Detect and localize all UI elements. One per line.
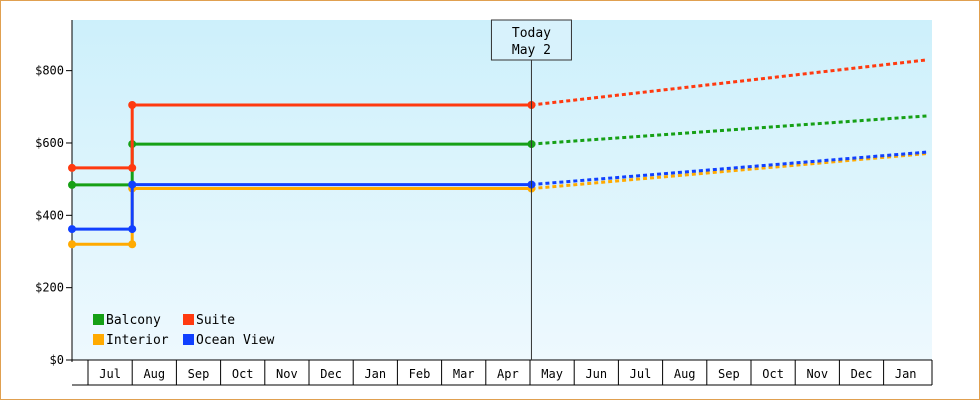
y-tick-label: $200	[35, 281, 64, 295]
series-line-actual	[72, 103, 532, 170]
legend-swatch	[183, 334, 194, 345]
series-suite	[68, 58, 928, 172]
today-box	[490, 19, 572, 61]
x-tick-label: Jul	[99, 367, 121, 381]
series-line-forecast	[531, 58, 928, 107]
series-point	[128, 180, 137, 189]
series-line-forecast	[531, 151, 928, 191]
x-tick-label: Jun	[585, 367, 607, 381]
series-layer	[68, 58, 928, 249]
x-tick-label: Nov	[806, 367, 828, 381]
series-point	[68, 163, 76, 172]
series-point	[68, 180, 76, 189]
x-tick-label: Jan	[364, 367, 386, 381]
legend-item: Suite	[183, 313, 235, 328]
series-line-forecast	[531, 150, 928, 187]
x-tick-label: Sep	[188, 367, 210, 381]
legend-label: Ocean View	[196, 333, 274, 348]
today-label: Today	[512, 26, 551, 41]
x-axis: Jul Aug Sep Oct Nov Dec Jan Feb Mar Apr May Jun Jul A…	[72, 359, 933, 386]
y-tick-label: $0	[50, 353, 64, 367]
x-tick-label: May	[541, 367, 563, 381]
legend-item: Ocean View	[183, 333, 274, 348]
x-tick-label: Dec	[320, 367, 342, 381]
x-tick-label: Jul	[630, 367, 652, 381]
y-tick-label: $400	[35, 208, 64, 222]
today-marker: Today May 2	[490, 19, 572, 360]
x-tick-label: Aug	[674, 367, 696, 381]
legend-label: Balcony	[106, 313, 161, 328]
series-point	[128, 163, 137, 172]
x-tick-label: Apr	[497, 367, 519, 381]
x-tick-label: Oct	[762, 367, 784, 381]
legend-label: Interior	[106, 333, 169, 348]
series-ocean-view	[68, 150, 928, 234]
legend-swatch	[183, 314, 194, 325]
legend-swatch	[93, 314, 104, 325]
x-tick-label: Mar	[453, 367, 475, 381]
today-date: May 2	[512, 43, 551, 58]
legend-item: Interior	[93, 333, 169, 348]
x-tick-label: Feb	[409, 367, 431, 381]
series-line-forecast	[531, 114, 928, 146]
series-line-actual	[72, 183, 532, 231]
series-point	[68, 225, 76, 234]
series-point	[128, 240, 137, 249]
legend-label: Suite	[196, 313, 235, 328]
y-axis: $0 $200 $400 $600 $800	[35, 20, 73, 367]
y-tick-label: $800	[35, 64, 64, 78]
series-point	[68, 240, 76, 249]
x-tick-label: Sep	[718, 367, 740, 381]
x-tick-label: Oct	[232, 367, 254, 381]
legend-swatch	[93, 334, 104, 345]
x-tick-label: Aug	[143, 367, 165, 381]
legend-item: Balcony	[93, 313, 161, 328]
series-point	[128, 101, 137, 109]
x-tick-label: Nov	[276, 367, 298, 381]
x-tick-label: Dec	[851, 367, 873, 381]
legend: Balcony Suite Interior Ocean View	[93, 313, 274, 348]
x-tick-label: Jan	[895, 367, 917, 381]
series-point	[128, 225, 137, 234]
y-tick-label: $600	[35, 136, 64, 150]
